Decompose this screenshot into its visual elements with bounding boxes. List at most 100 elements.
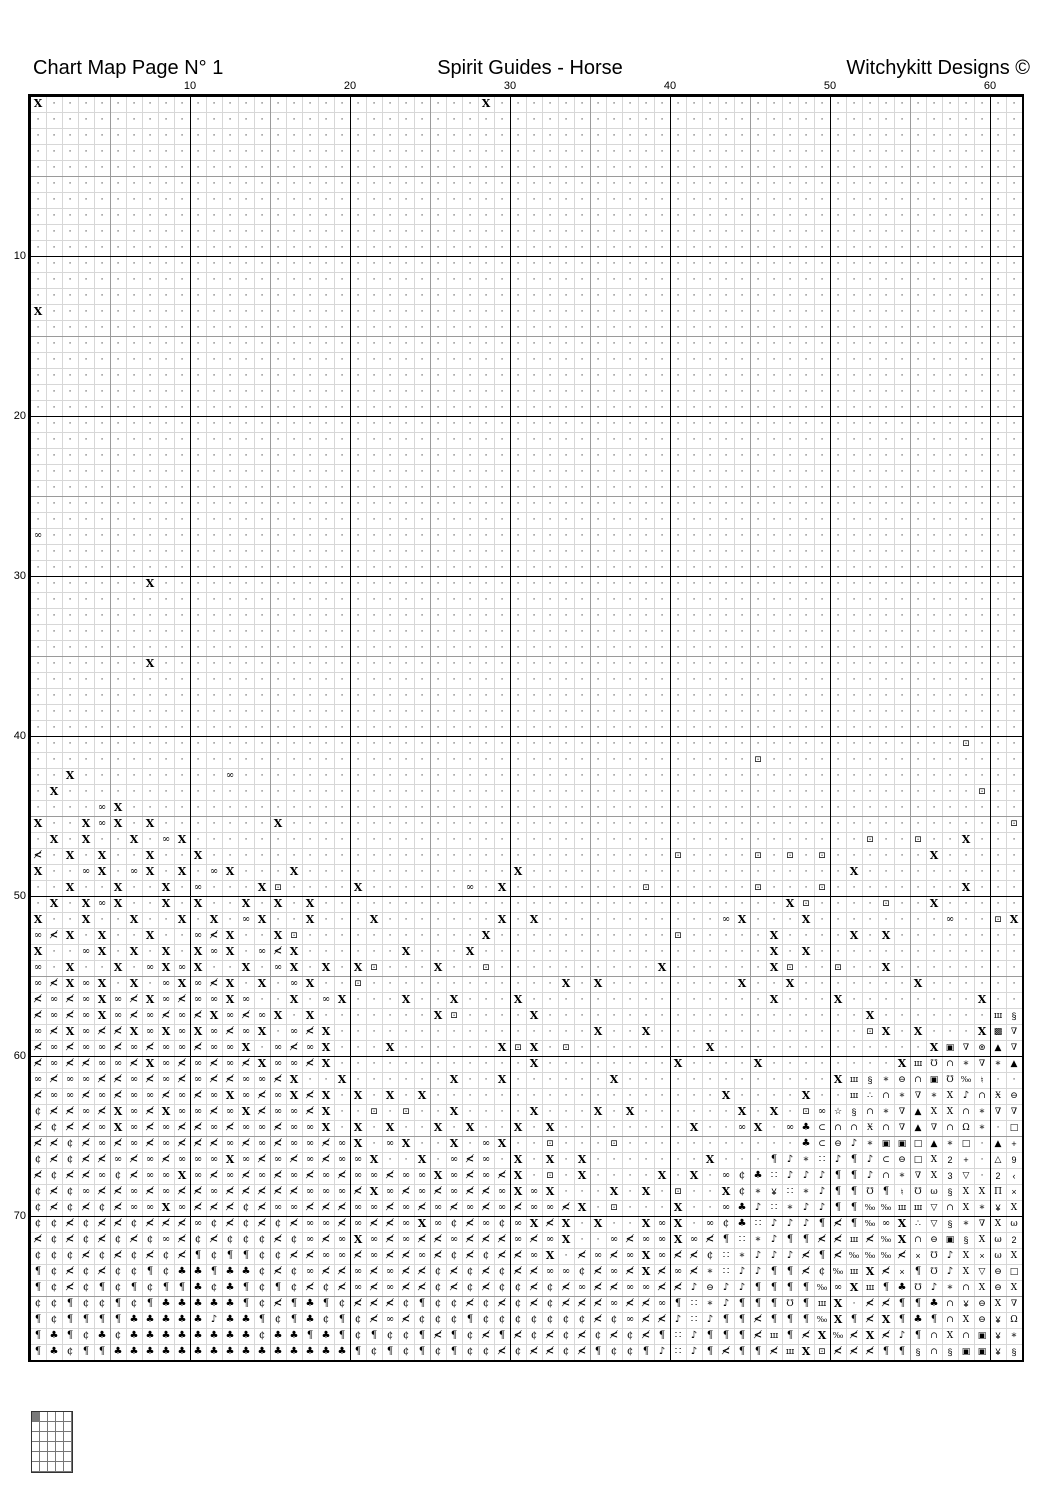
fabric-dot-cell: · [804, 1027, 808, 1037]
stitch-symbol-cell: ≮ [385, 1170, 395, 1181]
stitch-symbol-cell: ¶ [802, 1234, 810, 1245]
fabric-dot-cell: · [660, 803, 664, 813]
fabric-dot-cell: · [868, 947, 872, 957]
fabric-dot-cell: · [628, 275, 632, 285]
fabric-dot-cell: · [36, 467, 40, 477]
fabric-dot-cell: · [756, 995, 760, 1005]
stitch-symbol-cell: X [401, 945, 411, 958]
fabric-dot-cell: · [692, 451, 696, 461]
fabric-dot-cell: · [148, 675, 152, 685]
stitch-symbol-cell: ‰ [816, 1315, 828, 1324]
fabric-dot-cell: · [100, 163, 104, 173]
fabric-dot-cell: · [772, 579, 776, 589]
stitch-symbol-cell: ¢ [290, 1234, 298, 1245]
fabric-dot-cell: · [1012, 259, 1016, 269]
fabric-dot-cell: · [676, 755, 680, 765]
fabric-dot-cell: · [388, 1075, 392, 1085]
fabric-dot-cell: · [260, 179, 264, 189]
fabric-dot-cell: · [388, 755, 392, 765]
fabric-dot-cell: · [484, 531, 488, 541]
fabric-dot-cell: · [628, 515, 632, 525]
fabric-dot-cell: · [948, 195, 952, 205]
stitch-symbol-cell: ∞ [257, 1010, 267, 1021]
fabric-dot-cell: · [500, 899, 504, 909]
fabric-dot-cell: · [676, 915, 680, 925]
stitch-symbol-cell: ▣ [881, 1139, 891, 1149]
fabric-dot-cell: · [52, 691, 56, 701]
stitch-symbol-cell: ∞ [945, 914, 955, 925]
fabric-dot-cell: · [596, 915, 600, 925]
fabric-dot-cell: · [692, 115, 696, 125]
stitch-symbol-cell: X [545, 1153, 555, 1166]
stitch-symbol-cell: X [801, 913, 811, 926]
fabric-dot-cell: · [612, 1123, 616, 1133]
fabric-dot-cell: · [116, 483, 120, 493]
fabric-dot-cell: · [68, 467, 72, 477]
stitch-symbol-cell: ≮ [337, 1170, 347, 1181]
fabric-dot-cell: · [228, 131, 232, 141]
fabric-dot-cell: · [900, 403, 904, 413]
fabric-dot-cell: · [916, 99, 920, 109]
fabric-dot-cell: · [788, 883, 792, 893]
fabric-dot-cell: · [452, 915, 456, 925]
stitch-symbol-cell: ℧ [866, 1187, 874, 1197]
fabric-dot-cell: · [724, 275, 728, 285]
fabric-dot-cell: · [596, 451, 600, 461]
stitch-symbol-cell: ∞ [401, 1170, 411, 1181]
fabric-dot-cell: · [996, 323, 1000, 333]
fabric-dot-cell: · [564, 883, 568, 893]
stitch-symbol-cell: ∞ [241, 1074, 251, 1085]
fabric-dot-cell: · [260, 387, 264, 397]
fabric-dot-cell: · [692, 131, 696, 141]
fabric-dot-cell: · [516, 915, 520, 925]
fabric-dot-cell: · [356, 467, 360, 477]
fabric-dot-cell: · [228, 115, 232, 125]
fabric-dot-cell: · [740, 899, 744, 909]
fabric-dot-cell: · [356, 339, 360, 349]
fabric-dot-cell: · [420, 611, 424, 621]
fabric-dot-cell: · [532, 179, 536, 189]
fabric-dot-cell: · [900, 675, 904, 685]
fabric-dot-cell: · [580, 387, 584, 397]
fabric-dot-cell: · [884, 179, 888, 189]
fabric-dot-cell: · [852, 691, 856, 701]
stitch-symbol-cell: ¢ [354, 1314, 362, 1325]
fabric-dot-cell: · [948, 259, 952, 269]
fabric-dot-cell: · [772, 803, 776, 813]
fabric-dot-cell: · [612, 995, 616, 1005]
fabric-dot-cell: · [740, 867, 744, 877]
stitch-symbol-cell: Χ [930, 1171, 938, 1181]
fabric-dot-cell: · [884, 563, 888, 573]
stitch-symbol-cell: ∞ [321, 1186, 331, 1197]
fabric-dot-cell: · [596, 115, 600, 125]
fabric-dot-cell: · [628, 147, 632, 157]
fabric-dot-cell: · [724, 851, 728, 861]
fabric-dot-cell: · [916, 131, 920, 141]
stitch-symbol-cell: Ω [962, 1123, 970, 1133]
fabric-dot-cell: · [612, 419, 616, 429]
fabric-dot-cell: · [372, 835, 376, 845]
stitch-symbol-cell: X [529, 913, 539, 926]
fabric-dot-cell: · [228, 803, 232, 813]
stitch-symbol-cell: X [417, 1153, 427, 1166]
fabric-dot-cell: · [324, 611, 328, 621]
fabric-dot-cell: · [900, 947, 904, 957]
stitch-symbol-cell: ∞ [305, 1186, 315, 1197]
stitch-symbol-cell: X [321, 1041, 331, 1054]
fabric-dot-cell: · [84, 387, 88, 397]
fabric-dot-cell: · [708, 179, 712, 189]
stitch-symbol-cell: ¢ [466, 1346, 474, 1357]
stitch-symbol-cell: ¶ [66, 1314, 74, 1325]
fabric-dot-cell: · [196, 515, 200, 525]
stitch-symbol-cell: ¢ [258, 1282, 266, 1293]
fabric-dot-cell: · [836, 179, 840, 189]
fabric-dot-cell: · [308, 307, 312, 317]
fabric-dot-cell: · [708, 227, 712, 237]
fabric-dot-cell: · [676, 1171, 680, 1181]
fabric-dot-cell: · [356, 131, 360, 141]
stitch-symbol-cell: ♣ [209, 1298, 219, 1309]
stitch-symbol-cell: ∞ [353, 1170, 363, 1181]
fabric-dot-cell: · [804, 1075, 808, 1085]
fabric-dot-cell: · [612, 515, 616, 525]
fabric-dot-cell: · [964, 563, 968, 573]
